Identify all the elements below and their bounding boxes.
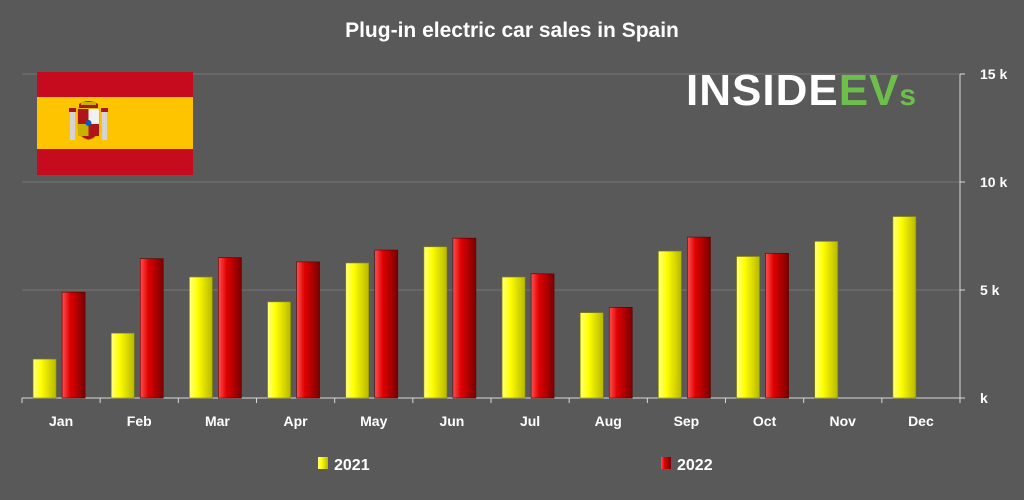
x-tick-label: Mar: [205, 413, 230, 429]
bar-2021-aug: [579, 312, 604, 399]
y-tick-label: 10 k: [980, 174, 1007, 190]
bar-2021-apr: [267, 301, 291, 399]
logo-brand-accent: EV: [839, 66, 900, 115]
bar-2021-nov: [814, 241, 839, 399]
x-tick-label: Apr: [284, 413, 309, 429]
x-tick-label: May: [360, 413, 387, 429]
bar-2022-sep: [687, 236, 711, 399]
x-tick-label: Jun: [439, 413, 464, 429]
x-tick-label: Dec: [908, 413, 934, 429]
x-tick-label: Aug: [595, 413, 622, 429]
svg-text:INSIDEEVs: INSIDEEVs: [686, 66, 917, 115]
y-tick-label: 15 k: [980, 66, 1007, 82]
bar-2022-jul: [530, 273, 555, 399]
x-tick-label: Oct: [753, 413, 777, 429]
x-tick-label: Jan: [49, 413, 73, 429]
bar-2022-may: [374, 249, 399, 399]
coat-of-arms-icon: [69, 101, 108, 141]
x-tick-label: Nov: [830, 413, 857, 429]
bar-2021-may: [345, 262, 370, 399]
x-tick-label: Feb: [127, 413, 152, 429]
bars: [32, 216, 917, 399]
bar-2021-jan: [32, 358, 57, 399]
legend-swatch-2021: [318, 457, 328, 469]
spain-flag: [37, 72, 193, 175]
y-tick-labels: k 5 k 10 k 15 k: [980, 66, 1007, 406]
bar-2021-dec: [892, 216, 917, 399]
logo-brand-suffix: s: [899, 79, 917, 112]
axes: [21, 73, 965, 403]
bar-2021-jul: [501, 276, 526, 399]
bar-2022-oct: [765, 252, 789, 399]
legend-label-2021: 2021: [334, 457, 370, 474]
bar-2021-jun: [423, 246, 448, 399]
insideevs-logo: INSIDEEVs: [686, 66, 917, 115]
y-tick-label: k: [980, 390, 988, 406]
bar-2022-mar: [218, 257, 242, 399]
bar-2022-aug: [608, 306, 633, 399]
y-tick-label: 5 k: [980, 282, 1000, 298]
bar-2022-apr: [296, 261, 320, 399]
legend: 2021 2022: [318, 457, 713, 474]
x-tick-label: Sep: [674, 413, 700, 429]
bar-2021-mar: [189, 276, 213, 399]
legend-label-2022: 2022: [677, 457, 713, 474]
bar-2022-feb: [139, 258, 164, 399]
bar-2021-feb: [110, 332, 135, 399]
bar-2021-oct: [736, 256, 760, 399]
chart-title: Plug-in electric car sales in Spain: [345, 19, 679, 42]
logo-brand-main: INSIDE: [686, 66, 839, 115]
bar-2022-jan: [61, 291, 86, 399]
x-tick-label: Jul: [520, 413, 540, 429]
bar-2022-jun: [452, 237, 477, 399]
x-tick-labels: Jan Feb Mar Apr May Jun Jul Aug Sep Oct Nov Dec: [49, 413, 934, 429]
bar-2021-sep: [658, 250, 682, 399]
legend-swatch-2022: [661, 457, 671, 469]
